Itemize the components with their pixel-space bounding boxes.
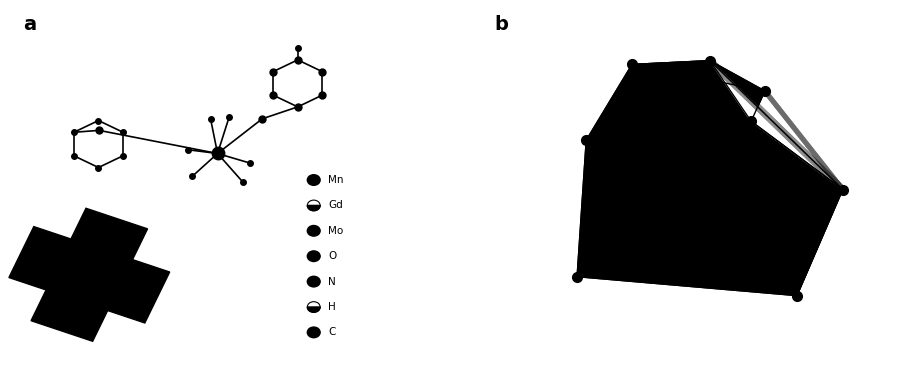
Text: O: O <box>328 251 337 261</box>
Text: Gd: Gd <box>328 200 344 210</box>
Polygon shape <box>710 61 843 296</box>
Text: C: C <box>328 327 336 337</box>
Polygon shape <box>31 208 147 341</box>
Wedge shape <box>308 205 321 211</box>
Circle shape <box>308 327 321 338</box>
Wedge shape <box>308 307 321 312</box>
Polygon shape <box>710 61 843 190</box>
Polygon shape <box>632 61 765 121</box>
Text: N: N <box>328 277 336 287</box>
Circle shape <box>308 276 321 287</box>
Polygon shape <box>577 61 843 296</box>
Text: b: b <box>495 15 508 34</box>
Text: Mn: Mn <box>328 175 344 185</box>
Text: Mo: Mo <box>328 226 344 236</box>
Circle shape <box>308 226 321 236</box>
Polygon shape <box>9 227 169 323</box>
Circle shape <box>308 175 321 185</box>
Text: H: H <box>328 302 336 312</box>
Text: a: a <box>23 15 36 34</box>
Circle shape <box>308 251 321 262</box>
